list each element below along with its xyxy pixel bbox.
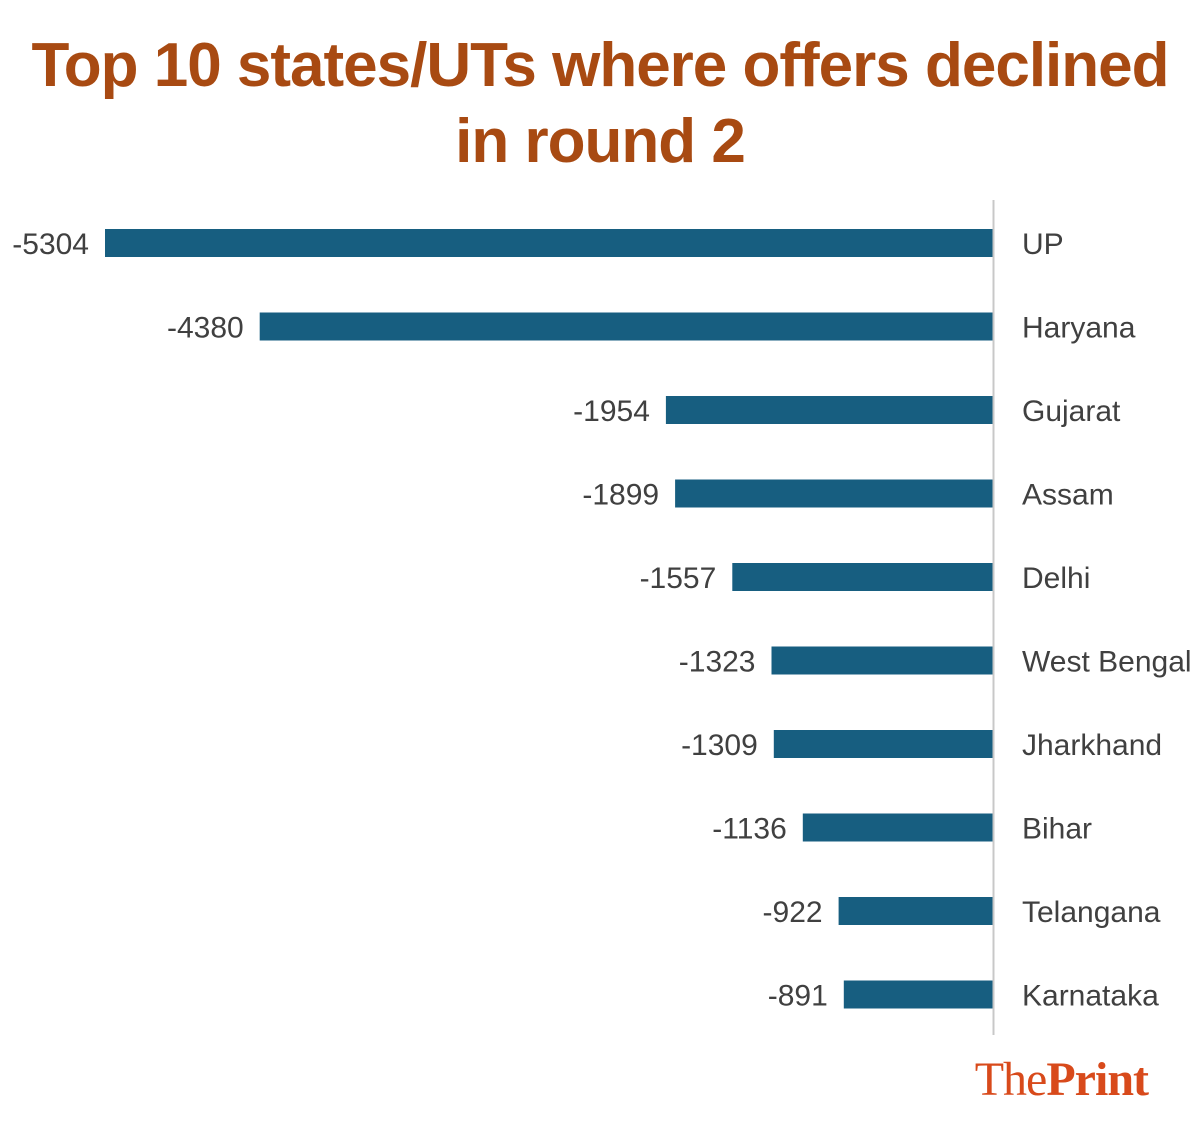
bar-west-bengal (771, 646, 993, 675)
data-label: -891 (768, 980, 828, 1013)
data-label: -1899 (582, 479, 659, 512)
category-label: Gujarat (1022, 395, 1121, 428)
bar-assam (675, 479, 993, 508)
category-label: Delhi (1022, 562, 1090, 595)
chart-title: Top 10 states/UTs where offers declined … (0, 28, 1200, 180)
category-label: Haryana (1022, 312, 1136, 345)
data-label: -5304 (12, 228, 89, 261)
data-label: -1309 (681, 729, 758, 762)
data-label: -1954 (573, 395, 650, 428)
bar-up (105, 229, 993, 257)
chart-title-line-2: in round 2 (455, 107, 746, 176)
category-label: Jharkhand (1022, 729, 1162, 762)
bar-haryana (259, 312, 993, 341)
bar-bihar (802, 813, 993, 842)
data-label: -1136 (712, 813, 787, 846)
category-label: Bihar (1022, 813, 1092, 846)
bar-delhi (732, 563, 993, 591)
category-label: Assam (1022, 479, 1114, 512)
chart-title-line-1: Top 10 states/UTs where offers declined (31, 31, 1169, 100)
data-label: -4380 (167, 312, 244, 345)
bar-telangana (838, 897, 993, 925)
category-label: West Bengal (1022, 646, 1192, 679)
theprint-logo: ThePrint (974, 1053, 1149, 1106)
bar-karnataka (843, 980, 993, 1009)
bar-jharkhand (773, 730, 993, 758)
data-label: -1557 (640, 562, 717, 595)
category-label: Telangana (1022, 896, 1161, 929)
bar-gujarat (665, 396, 993, 424)
data-label: -922 (763, 896, 823, 929)
data-label: -1323 (679, 646, 756, 679)
category-label: UP (1022, 228, 1064, 261)
category-label: Karnataka (1022, 980, 1159, 1013)
